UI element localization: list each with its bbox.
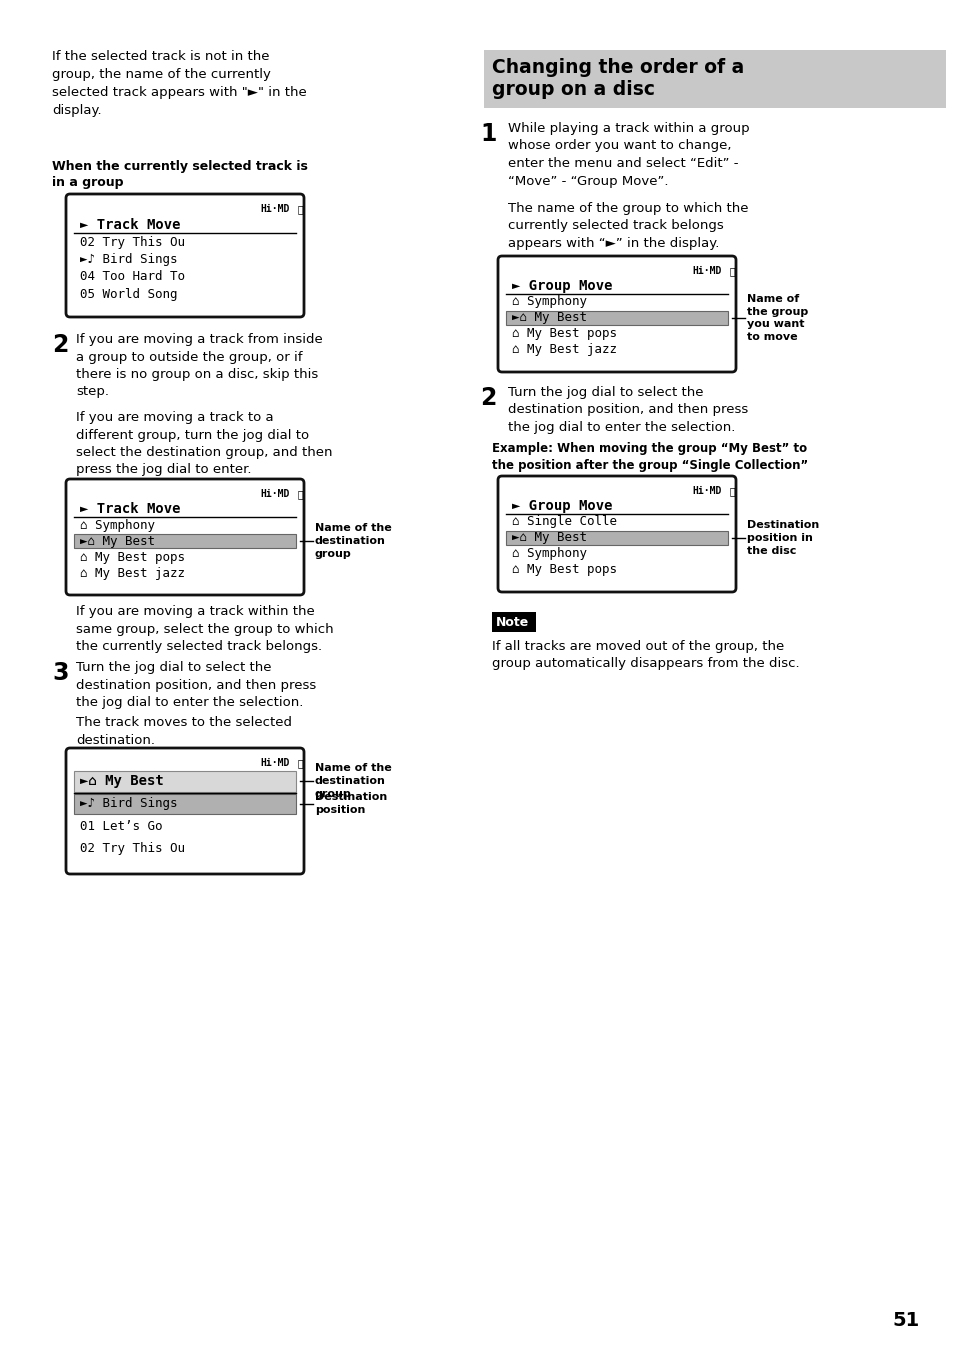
Text: ► Track Move: ► Track Move	[80, 217, 180, 232]
Text: ⌂ My Best pops: ⌂ My Best pops	[512, 327, 617, 341]
Text: If you are moving a track from inside
a group to outside the group, or if
there : If you are moving a track from inside a …	[76, 332, 322, 399]
Text: ⌂ My Best pops: ⌂ My Best pops	[80, 551, 185, 563]
Bar	[74, 794, 295, 814]
Text: 51: 51	[892, 1311, 919, 1330]
Text: ► Group Move: ► Group Move	[512, 280, 612, 293]
Text: ⧄: ⧄	[292, 489, 303, 499]
Text: ⧄: ⧄	[723, 486, 735, 497]
Text: Hi·MD: Hi·MD	[692, 486, 721, 497]
Text: The name of the group to which the
currently selected track belongs
appears with: The name of the group to which the curre…	[507, 202, 748, 250]
Text: When the currently selected track is: When the currently selected track is	[52, 160, 308, 172]
Text: ⌂ Single Colle: ⌂ Single Colle	[512, 516, 617, 528]
Text: 04 Too Hard To: 04 Too Hard To	[80, 270, 185, 284]
Text: If you are moving a track to a
different group, turn the jog dial to
select the : If you are moving a track to a different…	[76, 411, 333, 476]
Text: Turn the jog dial to select the
destination position, and then press
the jog dia: Turn the jog dial to select the destinat…	[76, 661, 315, 708]
Text: Name of the
destination
group: Name of the destination group	[314, 764, 392, 799]
Text: 2: 2	[52, 332, 69, 357]
Text: ⌂ My Best jazz: ⌂ My Best jazz	[80, 566, 185, 579]
Text: While playing a track within a group
whose order you want to change,
enter the m: While playing a track within a group who…	[507, 122, 749, 187]
Text: ►⌂ My Best: ►⌂ My Best	[80, 535, 154, 547]
Text: 2: 2	[479, 385, 496, 410]
FancyBboxPatch shape	[66, 479, 304, 594]
Text: 01 Let’s Go: 01 Let’s Go	[80, 820, 162, 833]
Bar	[505, 531, 727, 546]
Text: Note: Note	[496, 616, 529, 628]
Text: ►⌂ My Best: ►⌂ My Best	[512, 312, 586, 324]
Text: If you are moving a track within the
same group, select the group to which
the c: If you are moving a track within the sam…	[76, 605, 334, 653]
Bar	[74, 771, 295, 791]
Text: Changing the order of a: Changing the order of a	[492, 58, 743, 77]
Bar	[492, 612, 536, 632]
Text: Turn the jog dial to select the
destination position, and then press
the jog dia: Turn the jog dial to select the destinat…	[507, 385, 747, 434]
Text: Destination
position in
the disc: Destination position in the disc	[746, 520, 819, 556]
Text: Example: When moving the group “My Best” to
the position after the group “Single: Example: When moving the group “My Best”…	[492, 442, 807, 471]
Text: ⌂ My Best pops: ⌂ My Best pops	[512, 563, 617, 577]
Text: Destination
position: Destination position	[314, 792, 387, 816]
Text: ►♪ Bird Sings: ►♪ Bird Sings	[80, 252, 177, 266]
Text: 1: 1	[479, 122, 496, 147]
Text: 02 Try This Ou: 02 Try This Ou	[80, 843, 185, 855]
Text: The track moves to the selected
destination.: The track moves to the selected destinat…	[76, 716, 292, 746]
FancyBboxPatch shape	[66, 748, 304, 874]
Text: Hi·MD: Hi·MD	[260, 489, 290, 499]
Text: group on a disc: group on a disc	[492, 80, 655, 99]
Text: ►⌂ My Best: ►⌂ My Best	[512, 532, 586, 544]
Text: If all tracks are moved out of the group, the
group automatically disappears fro: If all tracks are moved out of the group…	[492, 641, 799, 670]
FancyBboxPatch shape	[497, 476, 735, 592]
Text: If the selected track is not in the
group, the name of the currently
selected tr: If the selected track is not in the grou…	[52, 50, 307, 117]
Text: ⌂ My Best jazz: ⌂ My Best jazz	[512, 343, 617, 357]
Text: Hi·MD: Hi·MD	[260, 759, 290, 768]
Text: in a group: in a group	[52, 176, 123, 189]
Text: ► Group Move: ► Group Move	[512, 499, 612, 513]
Text: 02 Try This Ou: 02 Try This Ou	[80, 236, 185, 248]
Text: ►⌂ My Best: ►⌂ My Best	[80, 775, 164, 788]
Bar	[74, 535, 295, 548]
Text: ⧄: ⧄	[292, 204, 303, 214]
Text: 3: 3	[52, 661, 69, 685]
Text: ⧄: ⧄	[723, 266, 735, 275]
Text: ⌂ Symphony: ⌂ Symphony	[512, 296, 586, 308]
FancyBboxPatch shape	[66, 194, 304, 318]
Text: ►♪ Bird Sings: ►♪ Bird Sings	[80, 798, 177, 810]
Bar	[483, 50, 945, 109]
FancyBboxPatch shape	[497, 256, 735, 372]
Text: Name of
the group
you want
to move: Name of the group you want to move	[746, 294, 807, 342]
Text: Name of the
destination
group: Name of the destination group	[314, 524, 392, 559]
Text: Hi·MD: Hi·MD	[692, 266, 721, 275]
Text: Hi·MD: Hi·MD	[260, 204, 290, 214]
Text: ⌂ Symphony: ⌂ Symphony	[80, 518, 154, 532]
Text: ► Track Move: ► Track Move	[80, 502, 180, 516]
Text: ⌂ Symphony: ⌂ Symphony	[512, 547, 586, 560]
Bar	[505, 311, 727, 324]
Text: ⧄: ⧄	[292, 759, 303, 768]
Text: 05 World Song: 05 World Song	[80, 288, 177, 301]
